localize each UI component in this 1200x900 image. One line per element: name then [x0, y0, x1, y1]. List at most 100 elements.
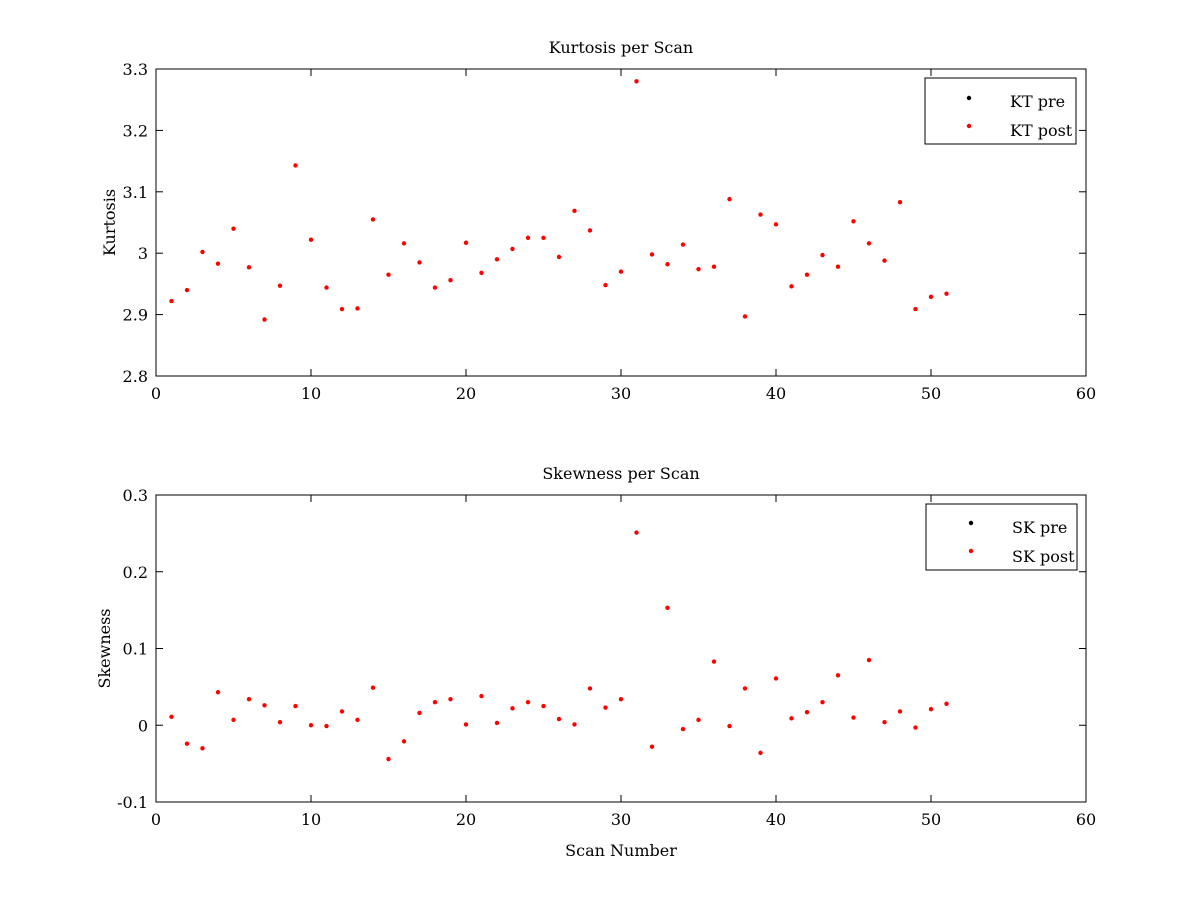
data-point: [293, 163, 298, 168]
skewness-ytick-label: 0.1: [123, 640, 148, 659]
data-point: [587, 228, 593, 233]
skewness-ytick-label: 0: [138, 716, 148, 735]
data-point: [448, 278, 453, 283]
skewness-ylabel: Skewness: [95, 608, 114, 688]
data-point: [804, 272, 810, 277]
kurtosis-ytick-label: 3.2: [123, 121, 148, 140]
data-point: [231, 226, 236, 231]
data-point: [603, 705, 608, 710]
data-point: [913, 725, 918, 730]
data-point: [479, 270, 484, 276]
skewness-xtick-label: 20: [456, 810, 476, 829]
skewness-xtick-label: 60: [1076, 810, 1096, 829]
data-point: [742, 314, 748, 319]
data-point: [246, 265, 252, 270]
data-point: [820, 700, 825, 705]
data-point: [851, 715, 856, 720]
data-point: [649, 252, 655, 257]
data-point: [432, 285, 438, 290]
data-point: [293, 703, 298, 709]
data-point: [510, 246, 515, 252]
data-point: [215, 261, 221, 266]
data-point: [448, 696, 453, 702]
skewness-title: Skewness per Scan: [542, 464, 699, 483]
skewness-ytick-label: 0.2: [123, 563, 148, 582]
legend-label-kt-pre: KT pre: [1010, 92, 1065, 111]
data-point: [324, 723, 329, 729]
data-point: [804, 710, 810, 715]
data-point: [355, 306, 360, 311]
data-point: [231, 717, 236, 723]
data-point: [851, 219, 856, 224]
skewness-xtick-label: 10: [301, 810, 321, 829]
data-point: [556, 716, 562, 722]
legend-label-sk-post: SK post: [1012, 547, 1075, 566]
data-point: [370, 685, 376, 690]
data-point: [882, 258, 887, 263]
data-point: [789, 716, 794, 721]
data-point: [711, 264, 717, 269]
data-point: [479, 693, 484, 699]
data-point: [897, 709, 903, 714]
data-point: [370, 217, 376, 222]
data-point: [262, 317, 267, 322]
data-point: [324, 285, 329, 290]
data-point: [463, 722, 469, 727]
data-point: [401, 241, 407, 246]
data-point: [866, 241, 872, 246]
data-point: [603, 282, 608, 288]
kurtosis-xtick-label: 60: [1076, 384, 1096, 403]
data-point: [339, 306, 345, 312]
kurtosis-xtick-label: 0: [151, 384, 161, 403]
data-point: [758, 212, 763, 217]
data-point: [928, 294, 934, 299]
data-point: [308, 723, 314, 728]
data-point: [835, 673, 841, 678]
data-point: [835, 264, 841, 269]
data-point: [308, 237, 314, 242]
data-point: [665, 605, 670, 611]
legend-label-sk-pre: SK pre: [1012, 518, 1067, 537]
data-point: [866, 657, 872, 663]
skewness-xtick-label: 40: [766, 810, 786, 829]
skewness-points: [169, 530, 949, 762]
data-point: [727, 723, 732, 729]
data-point: [572, 722, 577, 727]
data-point: [386, 756, 391, 762]
skewness-xtick-label: 0: [151, 810, 161, 829]
data-point: [944, 701, 949, 706]
data-point: [649, 744, 655, 749]
data-point: [417, 260, 422, 265]
legend-marker-sk-post: [968, 548, 974, 554]
data-point: [696, 266, 701, 272]
skewness-ytick-label: 0.3: [123, 486, 148, 505]
kurtosis-ytick-label: 3: [138, 244, 148, 263]
skewness-plot: Skewness per Scan Skewness Scan Number 0…: [95, 464, 1096, 860]
data-point: [200, 249, 205, 255]
skewness-xlabel: Scan Number: [565, 841, 677, 860]
data-point: [215, 690, 221, 695]
data-point: [634, 79, 639, 84]
data-point: [680, 242, 686, 247]
data-point: [758, 750, 763, 756]
data-point: [184, 741, 190, 746]
data-point: [541, 235, 546, 241]
data-point: [525, 235, 531, 241]
data-point: [665, 262, 670, 267]
data-point: [789, 284, 794, 289]
data-point: [727, 196, 732, 202]
data-point: [587, 686, 593, 691]
data-point: [510, 706, 515, 711]
data-point: [913, 306, 918, 312]
kurtosis-xtick-label: 40: [766, 384, 786, 403]
data-point: [200, 746, 205, 751]
data-point: [928, 706, 934, 712]
data-point: [944, 291, 949, 296]
skewness-legend-box: [925, 503, 1078, 571]
data-point: [541, 703, 546, 709]
kurtosis-ticks: 0 10 20 30 40 50 60 2.8 2.9 3 3.1 3.2 3.3: [123, 60, 1097, 403]
data-point: [169, 714, 174, 720]
data-point: [262, 703, 267, 708]
data-point: [184, 287, 190, 293]
kurtosis-ytick-label: 2.8: [123, 367, 148, 386]
